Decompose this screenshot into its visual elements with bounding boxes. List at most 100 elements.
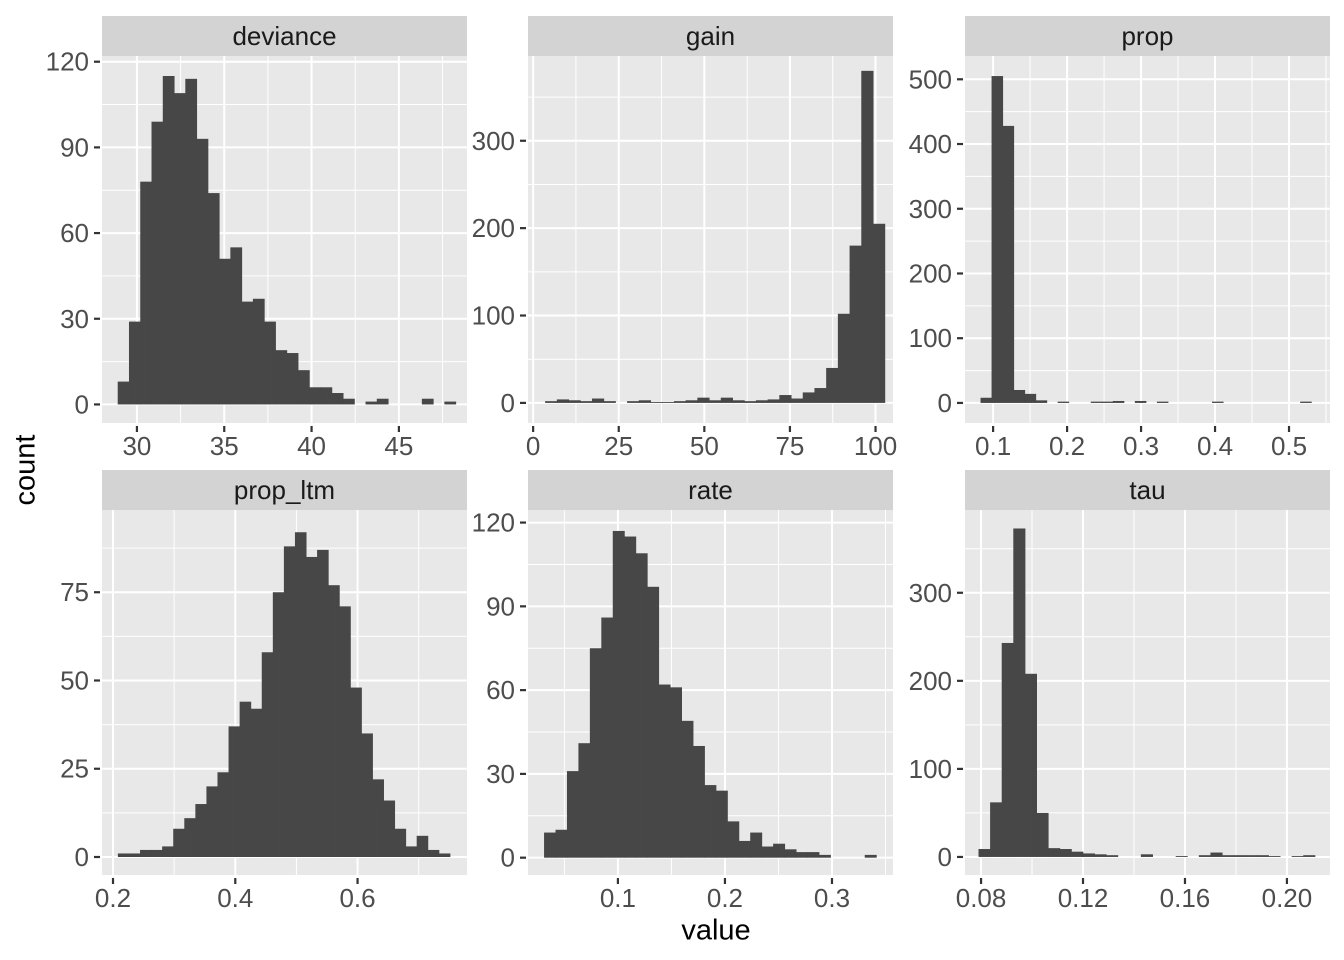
histogram-bar	[1036, 812, 1049, 857]
x-tick-label: 0.2	[95, 883, 131, 913]
y-tick-label: 50	[60, 665, 89, 695]
histogram-bar	[427, 849, 440, 857]
histogram-bar	[1268, 856, 1281, 857]
histogram-bar	[873, 223, 886, 403]
histogram-bar	[365, 401, 378, 405]
x-tick-label: 0.3	[1123, 431, 1159, 461]
histogram-bar	[861, 70, 874, 403]
facet-strip-rate: rate	[528, 470, 893, 510]
y-tick-label: 0	[75, 842, 89, 872]
x-tick-label: 50	[690, 431, 719, 461]
histogram-bar	[376, 398, 389, 405]
histogram-bar	[744, 401, 757, 403]
histogram-bar	[627, 401, 640, 403]
histogram-bar	[283, 546, 296, 857]
histogram-bar	[162, 75, 175, 405]
histogram-bar	[624, 536, 637, 858]
histogram-bar	[709, 400, 722, 403]
histogram-bar	[206, 786, 218, 857]
facet-panel-gain: 0 25 50 75 100 0 100 200 300	[472, 56, 897, 461]
histogram-bar	[1024, 673, 1037, 857]
histogram-bar	[416, 835, 429, 857]
histogram-bar	[580, 401, 593, 403]
x-tick-label: 0.1	[600, 883, 636, 913]
histogram-bar	[328, 585, 340, 857]
histogram-bar	[128, 321, 141, 405]
histogram-bar	[544, 832, 557, 858]
histogram-bar	[589, 648, 602, 858]
histogram-bar	[755, 400, 769, 403]
histogram-bar	[685, 400, 698, 403]
histogram-bar	[715, 790, 728, 858]
histogram-bar	[195, 804, 207, 857]
histogram-bar	[1300, 401, 1312, 403]
histogram-bar	[814, 388, 827, 403]
histogram-bar	[1013, 389, 1026, 403]
y-tick-label: 60	[60, 218, 89, 248]
histogram-bar	[767, 399, 780, 403]
histogram-bar	[196, 138, 209, 405]
facet-strip-label: prop	[1121, 21, 1174, 51]
y-tick-label: 300	[472, 126, 515, 156]
histogram-bar	[1094, 854, 1107, 857]
histogram-bar	[612, 530, 625, 858]
histogram-bar	[207, 193, 220, 405]
x-tick-label: 0.4	[1197, 431, 1233, 461]
histogram-bar	[394, 828, 407, 857]
histogram-bar	[1059, 849, 1072, 857]
y-tick-label: 60	[486, 675, 515, 705]
histogram-bar	[117, 853, 130, 857]
facet-strip-label: tau	[1129, 475, 1166, 505]
facet-strip-label: rate	[688, 475, 733, 505]
histogram-bar	[1291, 856, 1304, 857]
y-tick-label: 500	[909, 64, 952, 94]
histogram-bar	[1048, 848, 1061, 857]
y-axis-title: count	[9, 434, 42, 506]
facet-panel-tau: 0.08 0.12 0.16 0.20 0 100 200 300	[909, 510, 1330, 913]
histogram-bar	[978, 849, 991, 857]
histogram-bar	[1024, 393, 1037, 403]
facet-strip-prop-ltm: prop_ltm	[102, 470, 467, 510]
histogram-bar	[339, 606, 351, 857]
histogram-bar	[1071, 851, 1084, 857]
histogram-bar	[140, 181, 153, 405]
y-tick-label: 75	[60, 577, 89, 607]
x-tick-label: 0.16	[1160, 883, 1211, 913]
histogram-bar	[681, 720, 694, 858]
histogram-bar	[1090, 401, 1103, 403]
histogram-bar	[578, 743, 591, 858]
histogram-bar	[320, 387, 333, 405]
facet-panel-rate: 0.1 0.2 0.3 0 30 60 90 120	[472, 508, 893, 913]
histogram-bar	[673, 401, 687, 403]
histogram-bar	[230, 247, 243, 405]
y-tick-label: 90	[486, 591, 515, 621]
histogram-bar	[750, 832, 763, 858]
x-tick-label: 0	[526, 431, 540, 461]
y-tick-label: 100	[909, 754, 952, 784]
x-tick-label: 0.5	[1271, 431, 1307, 461]
histogram-bar	[250, 708, 263, 857]
y-tick-label: 100	[472, 301, 515, 331]
facet-panel-deviance: 30 35 40 45 0 30 60 90 120	[46, 47, 467, 461]
histogram-bar	[1175, 856, 1188, 857]
histogram-bar	[662, 402, 675, 403]
histogram-bar	[697, 397, 710, 403]
y-tick-label: 90	[60, 132, 89, 162]
histogram-bar	[297, 370, 310, 405]
histogram-bar	[1210, 852, 1223, 857]
histogram-bar	[837, 313, 851, 403]
y-tick-label: 25	[60, 754, 89, 784]
histogram-bar	[650, 402, 663, 403]
x-tick-label: 100	[854, 431, 897, 461]
histogram-bar	[864, 854, 877, 858]
x-tick-label: 0.4	[217, 883, 253, 913]
y-tick-label: 30	[486, 759, 515, 789]
histogram-bar	[568, 400, 581, 403]
y-tick-label: 120	[472, 508, 515, 538]
histogram-bar	[185, 78, 198, 405]
y-tick-label: 300	[909, 194, 952, 224]
y-tick-label: 0	[501, 388, 515, 418]
histogram-bar	[603, 401, 616, 403]
histogram-bar	[151, 121, 164, 405]
y-tick-label: 200	[909, 666, 952, 696]
